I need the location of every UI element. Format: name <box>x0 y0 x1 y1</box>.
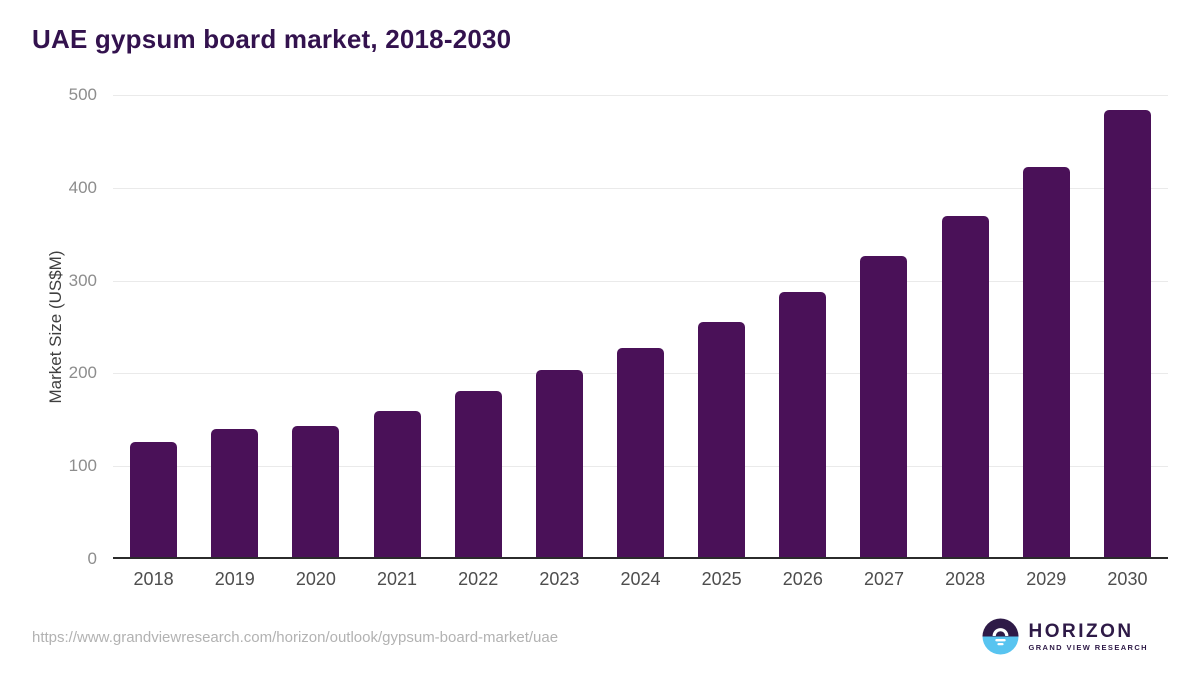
xtick-2027: 2027 <box>863 569 904 589</box>
horizon-logo: HORIZON GRAND VIEW RESEARCH <box>982 618 1148 655</box>
xtick-2018: 2018 <box>133 569 174 589</box>
xtick-2023: 2023 <box>539 569 580 589</box>
xtick-2021: 2021 <box>377 569 418 589</box>
bar-2019 <box>211 428 259 557</box>
xtick-2025: 2025 <box>701 569 742 589</box>
bar-slot-2029 <box>1006 95 1087 557</box>
gridline-400 <box>113 187 1168 189</box>
xtick-2019: 2019 <box>214 569 255 589</box>
chart-title: UAE gypsum board market, 2018-2030 <box>32 24 512 54</box>
bar-2025 <box>698 322 746 557</box>
bar-2027 <box>860 256 908 557</box>
bar-2024 <box>617 348 665 557</box>
bar-slot-2026 <box>762 95 843 557</box>
bar-2021 <box>373 411 421 557</box>
bar-2022 <box>454 390 502 557</box>
gridline-500 <box>113 95 1168 96</box>
bar-slot-2019 <box>194 95 275 557</box>
ytick-400: 400 <box>68 177 97 197</box>
bar-2026 <box>779 291 827 557</box>
bar-slot-2025 <box>681 95 762 557</box>
plot-area: 0 100 200 300 400 500 <box>69 85 1168 568</box>
bar-2029 <box>1022 167 1070 557</box>
bar-slot-2018 <box>113 95 194 557</box>
source-url: https://www.grandviewresearch.com/horizo… <box>32 629 559 646</box>
bar-slot-2021 <box>356 95 437 557</box>
y-axis-title: Market Size (US$M) <box>46 250 65 404</box>
bar-slot-2023 <box>519 95 600 557</box>
xtick-2022: 2022 <box>458 569 499 589</box>
bar-slot-2020 <box>275 95 356 557</box>
bar-slot-2030 <box>1087 95 1168 557</box>
ytick-100: 100 <box>68 456 97 476</box>
logo-subtitle: GRAND VIEW RESEARCH <box>1028 643 1148 652</box>
ytick-200: 200 <box>68 363 97 383</box>
xtick-2030: 2030 <box>1107 569 1148 589</box>
xtick-2020: 2020 <box>295 569 336 589</box>
bar-series <box>113 95 1168 557</box>
bar-2020 <box>292 426 340 557</box>
bar-2023 <box>535 370 583 557</box>
bar-2028 <box>941 215 989 557</box>
xtick-2024: 2024 <box>620 569 661 589</box>
bar-slot-2027 <box>843 95 924 557</box>
xtick-2026: 2026 <box>782 569 823 589</box>
bar-slot-2028 <box>925 95 1006 557</box>
x-axis-tick-labels: 2018 2019 2020 2021 2022 2023 2024 2025 2026 2027… <box>113 569 1168 590</box>
xtick-2029: 2029 <box>1026 569 1067 589</box>
bar-2018 <box>130 441 178 557</box>
ytick-0: 0 <box>87 549 97 568</box>
bar-slot-2022 <box>438 95 519 557</box>
horizon-sunrise-icon <box>982 618 1019 655</box>
gridline-300 <box>113 280 1168 282</box>
bar-2030 <box>1103 109 1151 557</box>
logo-text: HORIZON GRAND VIEW RESEARCH <box>1028 621 1148 652</box>
xtick-2028: 2028 <box>945 569 986 589</box>
ytick-500: 500 <box>68 85 97 104</box>
logo-name: HORIZON <box>1028 621 1134 642</box>
ytick-300: 300 <box>68 270 97 290</box>
bar-slot-2024 <box>600 95 681 557</box>
